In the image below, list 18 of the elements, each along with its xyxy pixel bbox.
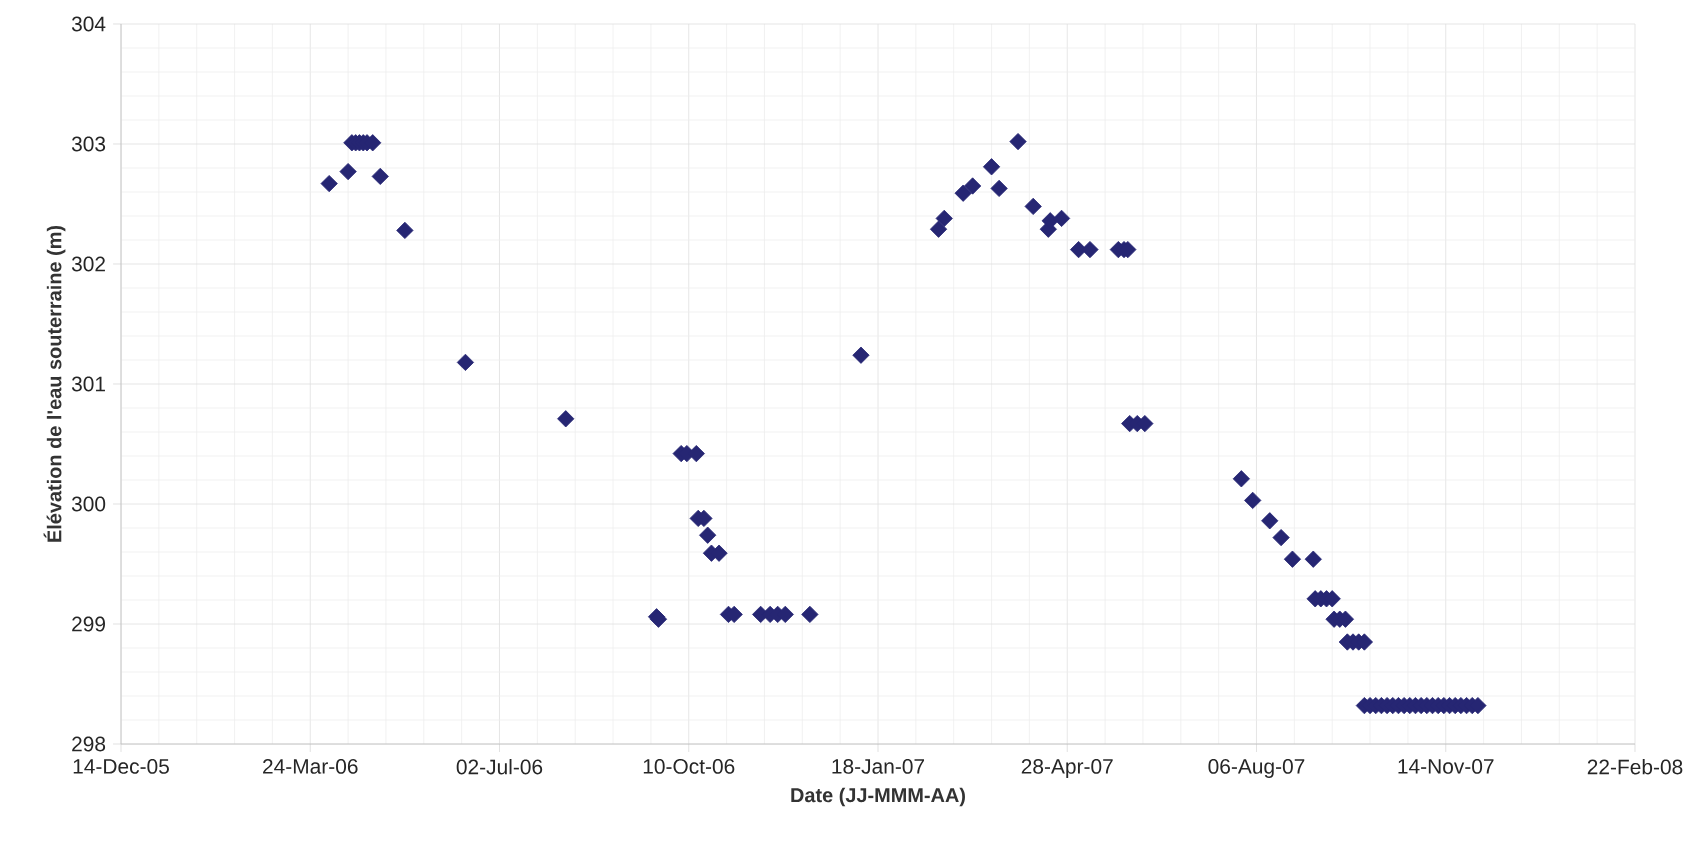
x-tick-label: 14-Nov-07: [1398, 759, 1494, 774]
x-tick-label: 02-Jul-06: [456, 759, 543, 775]
x-tick-label: 28-Apr-07: [1021, 759, 1113, 778]
y-tick-label: 304: [71, 16, 106, 32]
x-tick-label: 24-Mar-06: [263, 759, 358, 774]
x-tick-label: 14-Dec-05: [73, 759, 169, 774]
x-axis-title: Date (JJ-MMM-AA): [791, 787, 965, 807]
x-tick-label: 10-Oct-06: [643, 759, 735, 774]
y-tick-label: 301: [71, 376, 105, 392]
x-tick-label: 18-Jan-07: [832, 759, 925, 774]
y-tick-label: 302: [71, 256, 105, 272]
x-tick-label: 22-Feb-08: [1587, 759, 1683, 775]
y-tick-label: 299: [72, 616, 105, 632]
y-tick-label: 303: [71, 136, 106, 152]
y-tick-label: 298: [72, 736, 106, 752]
x-tick-label: 06-Aug-07: [1208, 759, 1305, 778]
y-tick-label: 300: [71, 496, 106, 512]
y-axis-title: Élévation de l'eau souterraine (m): [43, 225, 66, 542]
